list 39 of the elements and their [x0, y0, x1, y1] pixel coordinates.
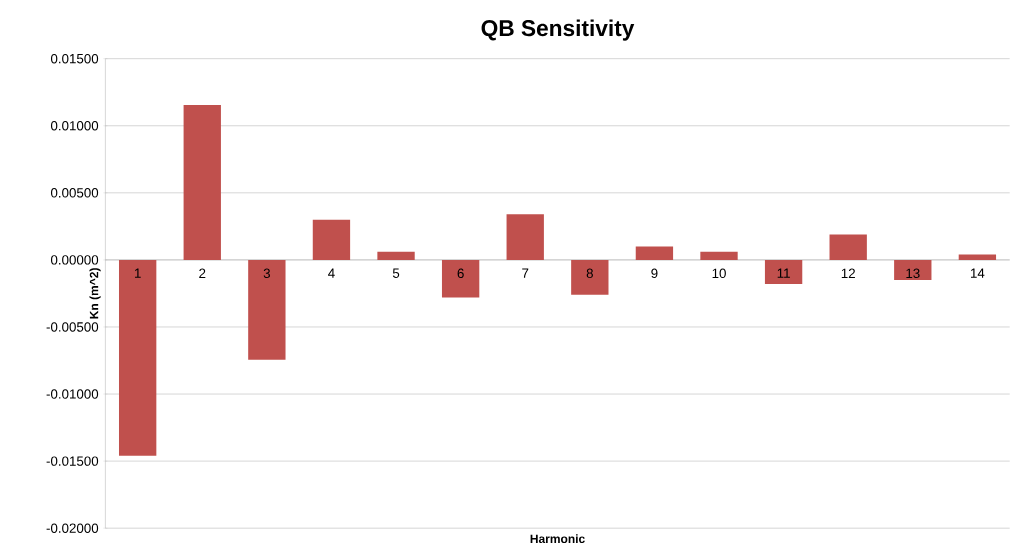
x-tick-label: 4 [328, 268, 335, 279]
bar [764, 260, 803, 285]
bar [248, 260, 286, 361]
x-tick-label: 13 [906, 268, 920, 279]
x-tick-label: 9 [651, 268, 658, 279]
y-tick-label: -0.01500 [46, 456, 99, 467]
bar [312, 219, 351, 261]
x-tick-label: 2 [199, 268, 206, 279]
x-axis-title: Harmonic [530, 534, 585, 544]
bar [506, 214, 544, 261]
bar [571, 260, 609, 295]
x-tick-label: 11 [777, 268, 790, 279]
y-tick-label: 0.00500 [50, 188, 99, 198]
bar [635, 246, 674, 261]
y-tick-label: -0.00500 [46, 322, 99, 332]
x-tick-label: 12 [841, 268, 855, 279]
bar [119, 260, 157, 456]
x-tick-label: 7 [522, 268, 529, 279]
y-tick-label: 0.01000 [50, 121, 99, 131]
bar [183, 105, 221, 261]
x-tick-label: 14 [970, 268, 985, 279]
y-tick-label: 0.01500 [50, 54, 99, 64]
x-tick-label: 8 [586, 268, 593, 279]
x-tick-label: 5 [392, 268, 400, 279]
chart-title: QB Sensitivity [481, 19, 635, 41]
y-axis-title: Kn (m^2) [89, 268, 101, 319]
x-tick-label: 10 [712, 268, 726, 279]
bar [829, 234, 867, 261]
y-tick-label: -0.02000 [46, 523, 99, 534]
x-tick-label: 1 [134, 268, 141, 279]
x-tick-label: 3 [263, 268, 270, 279]
y-tick-label: -0.01000 [46, 389, 99, 399]
bar [958, 254, 997, 261]
bar [700, 252, 738, 261]
y-tick-label: 0.00000 [50, 255, 99, 265]
bar [377, 252, 415, 261]
bar [441, 260, 480, 298]
x-tick-label: 6 [457, 268, 464, 279]
bar [894, 260, 932, 281]
